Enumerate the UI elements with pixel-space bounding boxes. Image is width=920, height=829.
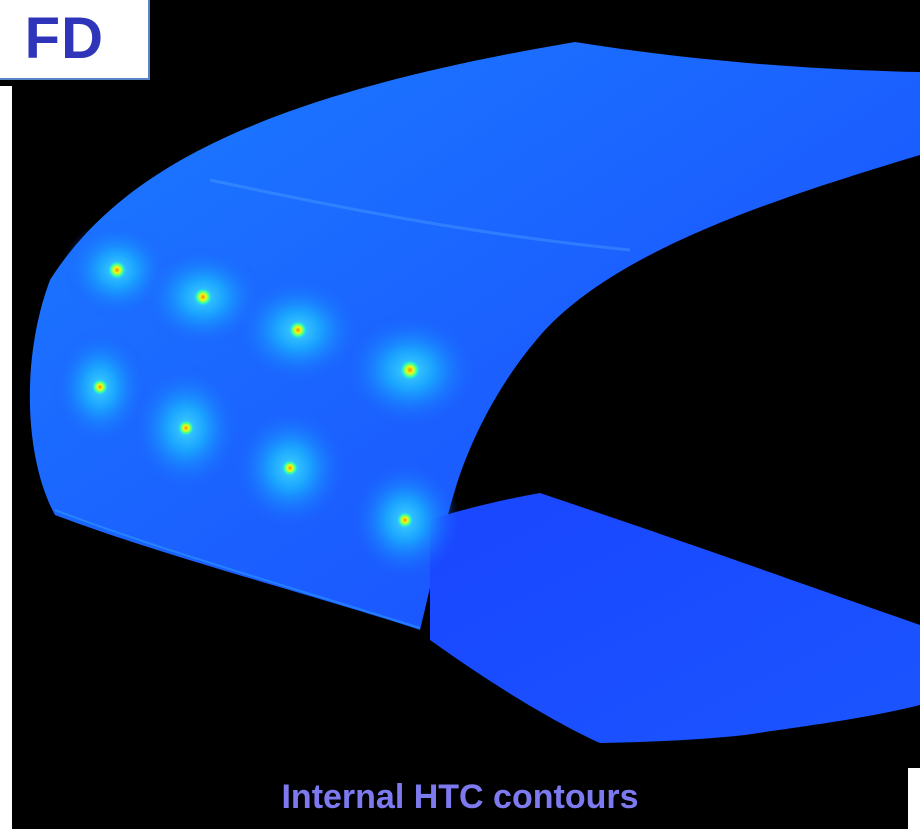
band-line <box>209 178 631 252</box>
hotspot <box>92 379 108 395</box>
hotspot <box>400 360 420 380</box>
hotspot <box>289 321 307 339</box>
band-line <box>54 509 421 629</box>
hotspot <box>194 288 212 306</box>
hotspot <box>282 460 298 476</box>
left-margin <box>0 86 12 829</box>
caption: Internal HTC contours <box>281 778 639 816</box>
blade-surface-lower <box>430 493 920 743</box>
right-margin <box>908 768 920 829</box>
corner-label-box: FD <box>0 0 150 80</box>
hotspot <box>178 420 194 436</box>
hotspot <box>108 261 126 279</box>
hotspot <box>397 512 413 528</box>
corner-label: FD <box>24 6 104 71</box>
